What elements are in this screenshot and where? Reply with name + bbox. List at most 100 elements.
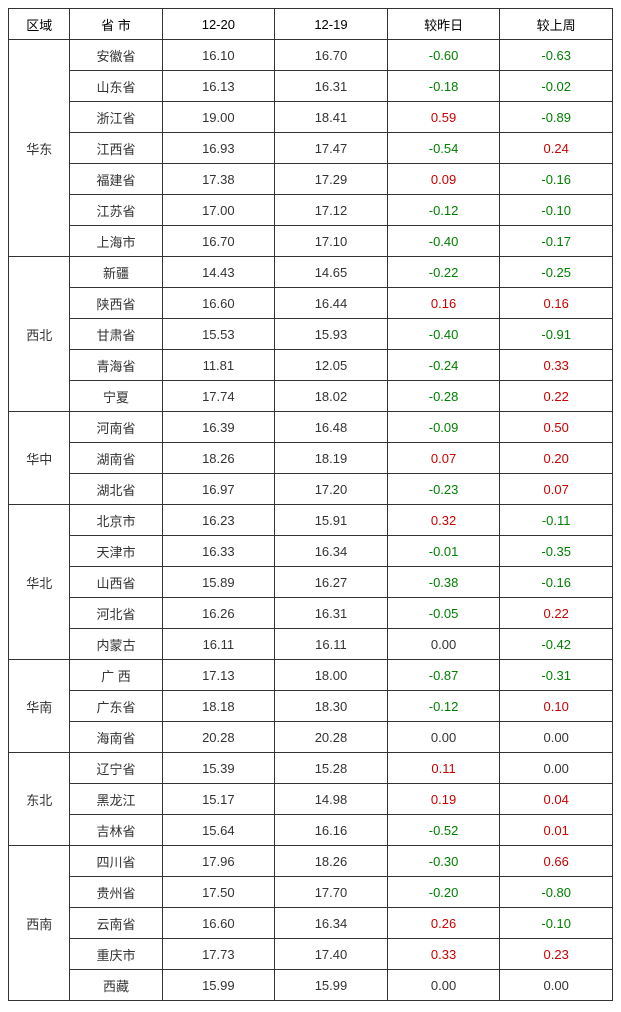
table-row: 河北省16.2616.31-0.050.22 xyxy=(9,598,613,629)
table-row: 上海市16.7017.10-0.40-0.17 xyxy=(9,226,613,257)
delta-day-cell: 0.11 xyxy=(387,753,500,784)
delta-day-cell: -0.54 xyxy=(387,133,500,164)
value-12-20: 15.17 xyxy=(162,784,275,815)
province-cell: 甘肃省 xyxy=(70,319,162,350)
delta-week-cell: 0.10 xyxy=(500,691,613,722)
table-row: 西北新疆14.4314.65-0.22-0.25 xyxy=(9,257,613,288)
delta-week-cell: 0.33 xyxy=(500,350,613,381)
value-12-20: 15.64 xyxy=(162,815,275,846)
delta-week-cell: -0.25 xyxy=(500,257,613,288)
province-cell: 青海省 xyxy=(70,350,162,381)
price-table: 区域 省 市 12-20 12-19 较昨日 较上周 华东安徽省16.10 16.… xyxy=(8,8,613,1001)
value-12-19: 12.05 xyxy=(275,350,388,381)
value-12-20: 16.93 xyxy=(162,133,275,164)
province-cell: 宁夏 xyxy=(70,381,162,412)
province-cell: 黑龙江 xyxy=(70,784,162,815)
delta-day-cell: -0.30 xyxy=(387,846,500,877)
table-row: 西藏15.9915.990.000.00 xyxy=(9,970,613,1001)
value-12-19: 15.99 xyxy=(275,970,388,1001)
value-12-20: 16.70 xyxy=(162,226,275,257)
value-12-19: 18.41 xyxy=(275,102,388,133)
value-12-19: 14.98 xyxy=(275,784,388,815)
header-col2: 12-19 xyxy=(275,9,388,40)
table-row: 西南四川省17.9618.26-0.300.66 xyxy=(9,846,613,877)
province-cell: 四川省 xyxy=(70,846,162,877)
province-cell: 北京市 xyxy=(70,505,162,536)
delta-day-cell: -0.01 xyxy=(387,536,500,567)
delta-day-cell: -0.20 xyxy=(387,877,500,908)
region-cell: 华东 xyxy=(9,40,70,257)
province-cell: 山东省 xyxy=(70,71,162,102)
delta-week-cell: -0.10 xyxy=(500,195,613,226)
delta-day-cell: -0.40 xyxy=(387,226,500,257)
value-12-19: 15.91 xyxy=(275,505,388,536)
province-cell: 贵州省 xyxy=(70,877,162,908)
delta-day-cell: -0.40 xyxy=(387,319,500,350)
table-row: 山东省16.1316.31-0.18-0.02 xyxy=(9,71,613,102)
table-row: 海南省20.2820.280.000.00 xyxy=(9,722,613,753)
value-12-19: 17.70 xyxy=(275,877,388,908)
table-row: 云南省16.6016.340.26-0.10 xyxy=(9,908,613,939)
table-body: 华东安徽省16.1016.70-0.60-0.63山东省16.1316.31-0… xyxy=(9,40,613,1001)
value-12-19: 17.40 xyxy=(275,939,388,970)
table-row: 内蒙古16.1116.110.00-0.42 xyxy=(9,629,613,660)
value-12-20: 16.60 xyxy=(162,908,275,939)
table-row: 陕西省16.6016.440.160.16 xyxy=(9,288,613,319)
delta-week-cell: 0.04 xyxy=(500,784,613,815)
delta-week-cell: 0.20 xyxy=(500,443,613,474)
province-cell: 海南省 xyxy=(70,722,162,753)
value-12-19: 15.28 xyxy=(275,753,388,784)
delta-day-cell: -0.23 xyxy=(387,474,500,505)
delta-day-cell: -0.52 xyxy=(387,815,500,846)
delta-day-cell: 0.59 xyxy=(387,102,500,133)
value-12-19: 17.12 xyxy=(275,195,388,226)
value-12-20: 16.10 xyxy=(162,40,275,71)
delta-day-cell: -0.09 xyxy=(387,412,500,443)
value-12-20: 15.99 xyxy=(162,970,275,1001)
table-row: 湖北省16.9717.20-0.230.07 xyxy=(9,474,613,505)
value-12-20: 17.13 xyxy=(162,660,275,691)
province-cell: 湖北省 xyxy=(70,474,162,505)
value-12-20: 17.73 xyxy=(162,939,275,970)
table-row: 江苏省17.0017.12-0.12-0.10 xyxy=(9,195,613,226)
province-cell: 内蒙古 xyxy=(70,629,162,660)
delta-day-cell: -0.28 xyxy=(387,381,500,412)
delta-week-cell: 0.50 xyxy=(500,412,613,443)
value-12-19: 18.30 xyxy=(275,691,388,722)
region-cell: 华南 xyxy=(9,660,70,753)
table-row: 黑龙江15.1714.980.190.04 xyxy=(9,784,613,815)
value-12-20: 16.39 xyxy=(162,412,275,443)
delta-week-cell: 0.66 xyxy=(500,846,613,877)
region-cell: 华中 xyxy=(9,412,70,505)
value-12-19: 18.02 xyxy=(275,381,388,412)
delta-day-cell: 0.16 xyxy=(387,288,500,319)
table-row: 浙江省19.0018.410.59-0.89 xyxy=(9,102,613,133)
delta-week-cell: 0.00 xyxy=(500,753,613,784)
value-12-20: 18.26 xyxy=(162,443,275,474)
value-12-19: 16.44 xyxy=(275,288,388,319)
value-12-20: 11.81 xyxy=(162,350,275,381)
value-12-19: 20.28 xyxy=(275,722,388,753)
table-row: 湖南省18.2618.190.070.20 xyxy=(9,443,613,474)
value-12-20: 16.60 xyxy=(162,288,275,319)
region-cell: 东北 xyxy=(9,753,70,846)
delta-day-cell: 0.07 xyxy=(387,443,500,474)
header-region: 区域 xyxy=(9,9,70,40)
delta-week-cell: -0.10 xyxy=(500,908,613,939)
province-cell: 河南省 xyxy=(70,412,162,443)
table-row: 华南广 西17.1318.00-0.87-0.31 xyxy=(9,660,613,691)
value-12-20: 15.39 xyxy=(162,753,275,784)
value-12-20: 17.50 xyxy=(162,877,275,908)
value-12-19: 16.48 xyxy=(275,412,388,443)
delta-week-cell: 0.22 xyxy=(500,381,613,412)
delta-week-cell: 0.01 xyxy=(500,815,613,846)
province-cell: 新疆 xyxy=(70,257,162,288)
header-delta-day: 较昨日 xyxy=(387,9,500,40)
delta-week-cell: -0.89 xyxy=(500,102,613,133)
value-12-19: 17.47 xyxy=(275,133,388,164)
province-cell: 安徽省 xyxy=(70,40,162,71)
header-row: 区域 省 市 12-20 12-19 较昨日 较上周 xyxy=(9,9,613,40)
delta-week-cell: 0.24 xyxy=(500,133,613,164)
delta-day-cell: -0.05 xyxy=(387,598,500,629)
delta-week-cell: -0.02 xyxy=(500,71,613,102)
